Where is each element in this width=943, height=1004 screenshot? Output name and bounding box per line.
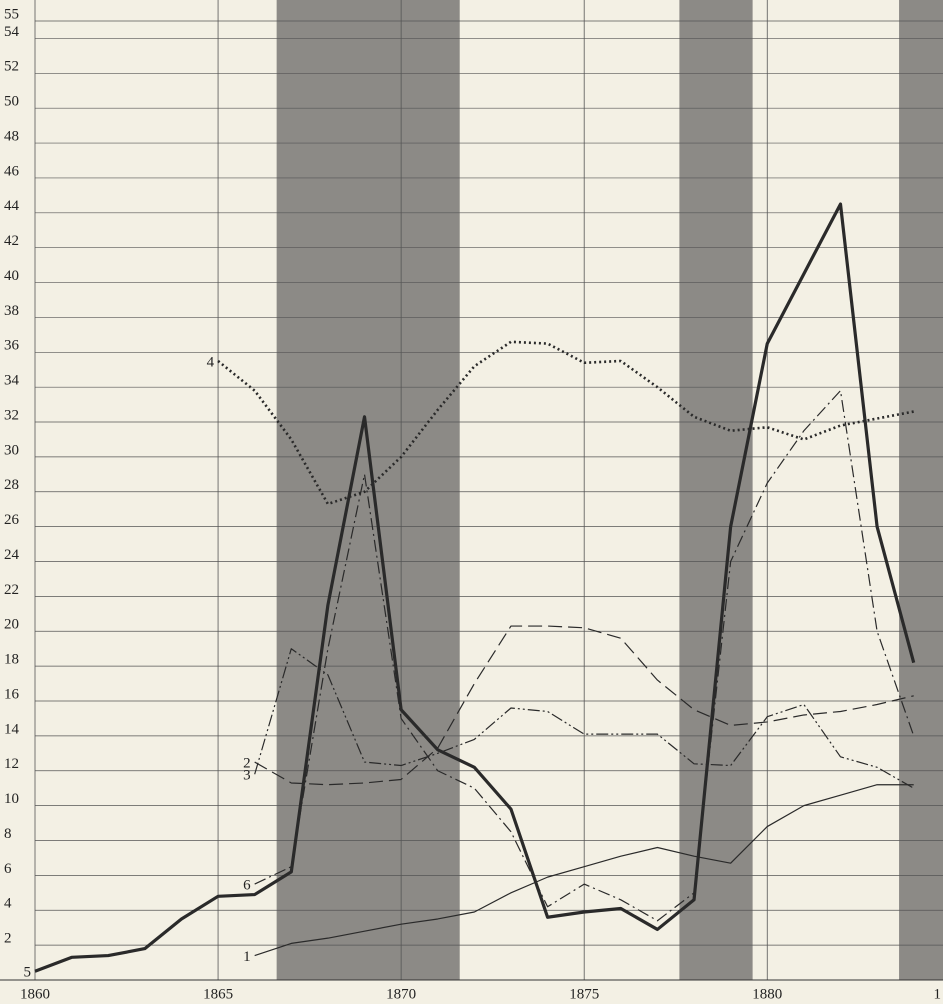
y-tick-label: 16 xyxy=(4,686,20,702)
series-label: 4 xyxy=(207,354,215,370)
y-tick-label: 46 xyxy=(4,163,20,179)
shaded-band xyxy=(276,0,460,980)
shaded-band xyxy=(679,0,753,980)
x-tick-label: 1 xyxy=(934,986,942,1002)
y-tick-label: 40 xyxy=(4,268,19,284)
y-tick-label: 20 xyxy=(4,617,19,633)
series-line xyxy=(254,390,915,922)
y-tick-label: 14 xyxy=(4,721,20,737)
x-tick-label: 1875 xyxy=(569,986,599,1002)
series-line xyxy=(34,202,916,973)
y-tick-label: 42 xyxy=(4,233,19,249)
y-tick-label: 48 xyxy=(4,128,19,144)
y-tick-label: 55 xyxy=(4,6,19,22)
x-tick-label: 1880 xyxy=(752,986,782,1002)
y-tick-label: 22 xyxy=(4,582,19,598)
y-tick-label: 36 xyxy=(4,338,20,354)
y-tick-label: 30 xyxy=(4,442,19,458)
series-label: 6 xyxy=(243,878,251,894)
series-line xyxy=(254,784,914,957)
y-tick-label: 32 xyxy=(4,407,19,423)
series-label: 5 xyxy=(24,965,32,981)
y-tick-label: 50 xyxy=(4,94,19,110)
y-tick-label: 2 xyxy=(4,931,12,947)
y-tick-label: 38 xyxy=(4,303,19,319)
y-tick-label: 44 xyxy=(4,198,20,214)
y-tick-label: 34 xyxy=(4,373,20,389)
y-tick-label: 24 xyxy=(4,547,20,563)
series-line xyxy=(254,625,914,786)
y-tick-label: 28 xyxy=(4,477,19,493)
series-label: 2 xyxy=(243,755,251,771)
y-tick-label: 54 xyxy=(4,24,20,40)
shaded-band xyxy=(899,0,943,980)
x-tick-label: 1865 xyxy=(203,986,233,1002)
y-tick-label: 10 xyxy=(4,791,19,807)
series-label: 3 xyxy=(243,768,251,784)
x-tick-label: 1870 xyxy=(386,986,416,1002)
y-tick-label: 6 xyxy=(4,861,12,877)
y-tick-label: 52 xyxy=(4,59,19,75)
y-tick-label: 26 xyxy=(4,512,20,528)
y-tick-label: 8 xyxy=(4,826,12,842)
y-tick-label: 18 xyxy=(4,652,19,668)
y-tick-label: 12 xyxy=(4,756,19,772)
y-tick-label: 4 xyxy=(4,896,12,912)
series-line xyxy=(217,340,914,506)
x-tick-label: 1860 xyxy=(20,986,50,1002)
series-label: 1 xyxy=(243,949,251,965)
series-line xyxy=(254,648,915,789)
